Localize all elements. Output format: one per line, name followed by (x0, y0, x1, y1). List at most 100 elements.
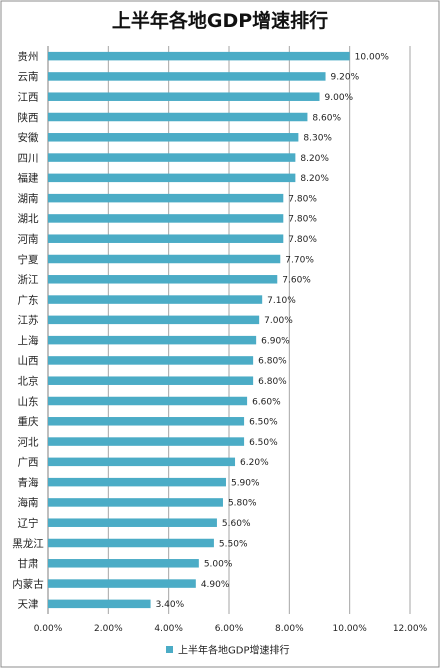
category-label: 黑龙江 (12, 537, 44, 550)
category-label: 内蒙古 (12, 577, 44, 590)
bar (48, 376, 254, 385)
category-label: 广东 (18, 293, 39, 306)
category-label: 天津 (18, 599, 39, 611)
category-labels: 贵州云南江西陕西安徽四川福建湖南湖北河南宁夏浙江广东江苏上海山西北京山东重庆河北… (12, 50, 44, 611)
bar (48, 579, 196, 588)
category-label: 河南 (18, 233, 39, 246)
category-label: 山西 (18, 355, 39, 367)
category-label: 重庆 (18, 415, 39, 428)
category-label: 四川 (18, 152, 39, 164)
data-label: 6.60% (252, 397, 281, 407)
x-tick-labels: 0.00% 2.00% 4.00% 6.00% 8.00% 10.00% 12.00% (34, 624, 428, 634)
category-label: 云南 (18, 70, 39, 83)
bar (48, 193, 284, 203)
category-label: 浙江 (18, 274, 39, 286)
bar (48, 92, 320, 101)
x-tick-label: 10.00% (333, 624, 368, 634)
bar (48, 112, 308, 122)
bar (48, 51, 350, 61)
data-label: 8.60% (312, 113, 341, 123)
data-label: 7.80% (288, 215, 317, 225)
category-label: 海南 (18, 496, 39, 509)
data-label: 7.70% (285, 255, 314, 265)
category-label: 贵州 (18, 50, 39, 63)
category-label: 江苏 (18, 314, 39, 327)
x-tick-label: 8.00% (275, 624, 304, 634)
data-label: 10.00% (355, 52, 390, 62)
bar (48, 396, 248, 406)
data-label: 5.60% (222, 519, 251, 529)
data-label: 3.40% (156, 600, 185, 610)
data-label: 6.20% (240, 458, 269, 468)
chart-title: 上半年各地GDP增速排行 (112, 9, 328, 32)
legend-swatch (166, 646, 173, 653)
data-label: 7.00% (264, 316, 293, 326)
bar (48, 234, 284, 243)
category-label: 山东 (18, 395, 39, 408)
legend: 上半年各地GDP增速排行 (166, 644, 289, 657)
bar (48, 498, 223, 507)
bar (48, 173, 296, 183)
bar (48, 417, 245, 426)
bar (48, 275, 278, 284)
category-label: 北京 (18, 375, 39, 388)
data-label: 8.30% (303, 134, 332, 144)
bar (48, 72, 326, 81)
category-label: 湖南 (18, 192, 39, 205)
bar (48, 133, 299, 142)
bar (48, 214, 284, 223)
category-label: 河北 (18, 436, 39, 448)
category-label: 辽宁 (18, 517, 39, 530)
bar (48, 315, 260, 325)
bar (48, 356, 254, 365)
category-label: 陕西 (18, 111, 39, 124)
legend-label: 上半年各地GDP增速排行 (178, 644, 289, 657)
data-labels: 10.00% 9.20% 9.00% 8.60% 8.30% 8.20% 8.20% 7.80… (156, 52, 390, 610)
data-label: 5.90% (231, 478, 260, 488)
x-tick-label: 0.00% (34, 624, 63, 634)
data-label: 5.50% (219, 539, 248, 549)
data-label: 7.10% (267, 296, 296, 306)
bar (48, 335, 257, 345)
category-label: 甘肃 (18, 557, 39, 570)
bars (48, 51, 350, 609)
data-label: 8.20% (300, 174, 329, 184)
data-label: 9.00% (325, 93, 354, 103)
x-tick-label: 4.00% (154, 624, 183, 634)
category-label: 广西 (18, 457, 39, 469)
category-label: 上海 (18, 334, 39, 347)
data-label: 7.80% (288, 235, 317, 245)
x-tick-label: 2.00% (94, 624, 123, 634)
bar (48, 295, 263, 304)
data-label: 7.60% (282, 276, 311, 286)
data-label: 4.90% (201, 580, 230, 590)
data-label: 5.00% (204, 560, 233, 570)
data-label: 7.80% (288, 194, 317, 204)
bar (48, 477, 226, 487)
category-label: 安徽 (18, 131, 39, 144)
bar (48, 437, 245, 446)
bar (48, 559, 199, 568)
category-label: 青海 (18, 476, 39, 489)
bar (48, 153, 296, 162)
data-label: 5.80% (228, 499, 257, 509)
category-label: 宁夏 (18, 253, 39, 266)
category-label: 湖北 (18, 213, 39, 225)
bar (48, 538, 214, 548)
data-label: 8.20% (300, 154, 329, 164)
data-label: 6.80% (258, 377, 287, 387)
category-label: 福建 (18, 172, 39, 185)
data-label: 9.20% (331, 73, 360, 83)
data-label: 6.50% (249, 418, 278, 428)
bar (48, 518, 217, 527)
data-label: 6.90% (261, 336, 290, 346)
x-tick-label: 12.00% (393, 624, 428, 634)
bar (48, 457, 236, 467)
category-label: 江西 (18, 92, 39, 104)
bar (48, 254, 281, 264)
bar (48, 599, 151, 609)
x-tick-label: 6.00% (215, 624, 244, 634)
data-label: 6.50% (249, 438, 278, 448)
